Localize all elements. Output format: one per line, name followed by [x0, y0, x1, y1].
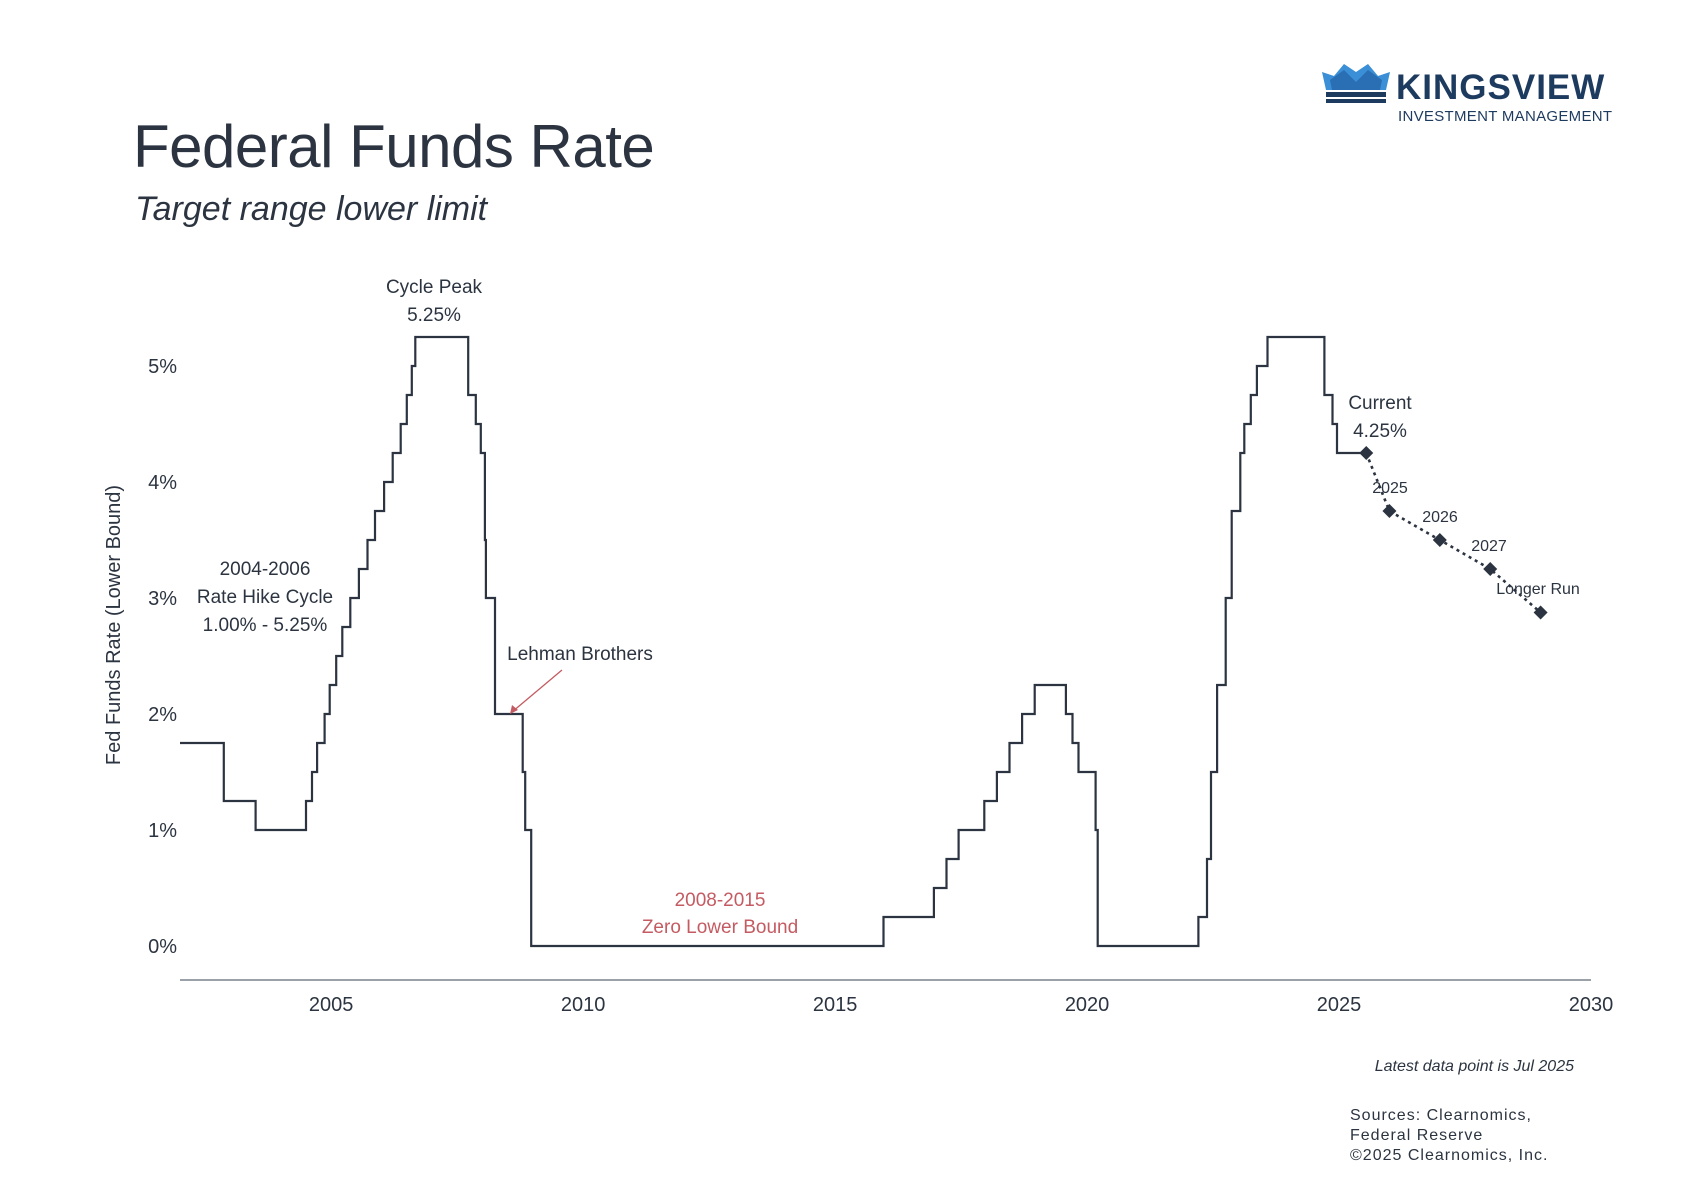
rate-step-line	[180, 335, 1367, 948]
logo-name: KINGSVIEW	[1396, 68, 1606, 107]
projection-label-longer-run: Longer Run	[1496, 581, 1580, 598]
lehman-arrow-line	[511, 669, 563, 713]
y-tick-label: 4%	[148, 472, 177, 494]
latest-data-note: Latest data point is Jul 2025	[1374, 1058, 1574, 1075]
projection-label-2026: 2026	[1422, 509, 1458, 526]
page-title: Federal Funds Rate	[133, 113, 655, 180]
sources-line-2: Federal Reserve	[1350, 1127, 1484, 1144]
annotation-hike-years: 2004-2006	[220, 559, 311, 580]
projection-marker	[1483, 562, 1498, 576]
lehman-arrow-head	[510, 705, 518, 714]
annotation-hike-range: 1.00% - 5.25%	[203, 615, 328, 636]
y-tick-label: 5%	[148, 356, 177, 378]
annotation-current: Current	[1348, 393, 1412, 414]
x-tick-labels: 2005 2010 2015 2020 2025 2030	[309, 994, 1613, 1016]
annotation-cycle-peak-value: 5.25%	[407, 305, 461, 326]
annotation-zlb-years: 2008-2015	[675, 890, 766, 911]
x-tick-label: 2005	[309, 994, 354, 1016]
x-tick-label: 2010	[561, 994, 606, 1016]
logo-tagline: INVESTMENT MANAGEMENT	[1398, 108, 1613, 125]
y-tick-labels: 0% 1% 2% 3% 4% 5%	[148, 356, 177, 958]
kingsview-logo: KINGSVIEW INVESTMENT MANAGEMENT	[1322, 62, 1622, 132]
projection-marker	[1533, 605, 1548, 620]
annotation-lehman: Lehman Brothers	[507, 644, 653, 665]
x-tick-label: 2020	[1065, 994, 1110, 1016]
x-tick-label: 2025	[1317, 994, 1362, 1016]
y-tick-label: 0%	[148, 936, 177, 958]
projection-marker	[1382, 504, 1397, 518]
y-axis-title: Fed Funds Rate (Lower Bound)	[103, 485, 125, 765]
annotation-hike-label: Rate Hike Cycle	[197, 587, 333, 608]
projection-marker	[1359, 446, 1374, 460]
sources-block: Sources: Clearnomics, Federal Reserve ©2…	[1350, 1106, 1548, 1166]
projection-markers	[1359, 446, 1548, 620]
annotation-zlb-label: Zero Lower Bound	[642, 917, 798, 938]
projection-label-2025: 2025	[1372, 480, 1408, 497]
copyright: ©2025 Clearnomics, Inc.	[1350, 1147, 1549, 1164]
annotation-cycle-peak: Cycle Peak	[386, 277, 483, 298]
y-tick-label: 2%	[148, 704, 177, 726]
x-tick-label: 2015	[813, 994, 858, 1016]
y-tick-label: 3%	[148, 588, 177, 610]
page-subtitle: Target range lower limit	[135, 190, 488, 228]
sources-line-1: Sources: Clearnomics,	[1350, 1107, 1532, 1124]
x-tick-label: 2030	[1569, 994, 1614, 1016]
y-tick-label: 1%	[148, 820, 177, 842]
annotation-current-value: 4.25%	[1353, 421, 1407, 442]
projection-marker	[1432, 533, 1447, 547]
projection-label-2027: 2027	[1471, 538, 1507, 555]
crown-logo-icon	[1322, 64, 1390, 103]
